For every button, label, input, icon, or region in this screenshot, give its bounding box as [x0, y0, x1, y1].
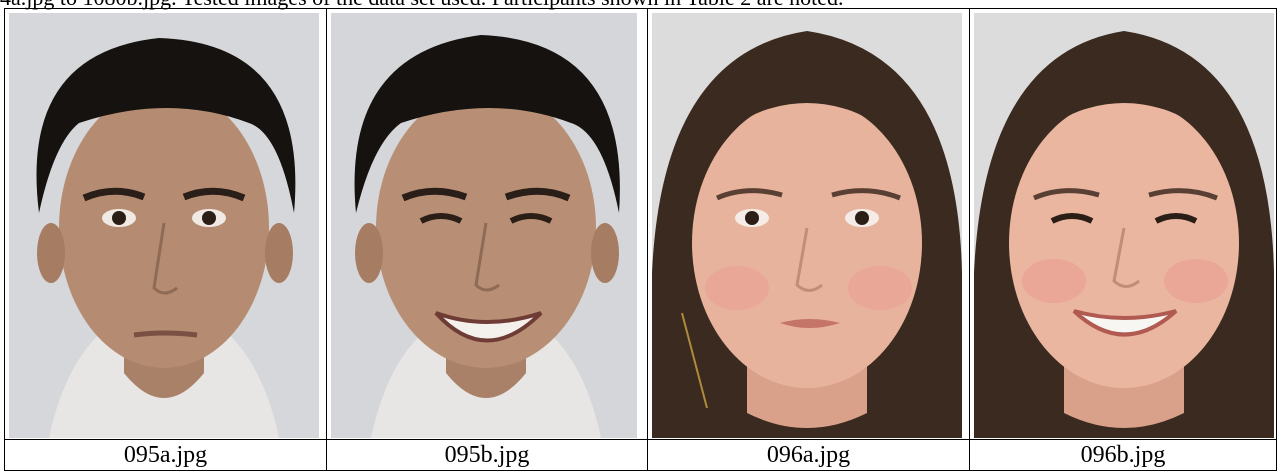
photo-cell-096a: [647, 8, 970, 440]
photo-cell-096b: [969, 8, 1277, 440]
photo-096a: [652, 13, 962, 438]
photo-095a: [9, 13, 319, 438]
photo-caption-095a: 095a.jpg: [4, 439, 327, 471]
photo-cell-095a: [4, 8, 327, 440]
photo-096b: [974, 13, 1274, 438]
photo-095b: [331, 13, 637, 438]
photo-caption-096a: 096a.jpg: [647, 439, 970, 471]
photo-caption-096b: 096b.jpg: [969, 439, 1277, 471]
caption-top-text: 4a.jpg to 1080b.jpg. Tested images of th…: [0, 0, 1282, 10]
photo-table: 095a.jpg 095b.jpg 096a.jpg 096b.jpg: [4, 8, 1277, 471]
photo-cell-095b: [326, 8, 648, 440]
caption-row: 095a.jpg 095b.jpg 096a.jpg 096b.jpg: [4, 439, 1277, 471]
photo-caption-095b: 095b.jpg: [326, 439, 648, 471]
photo-row: [4, 8, 1277, 440]
